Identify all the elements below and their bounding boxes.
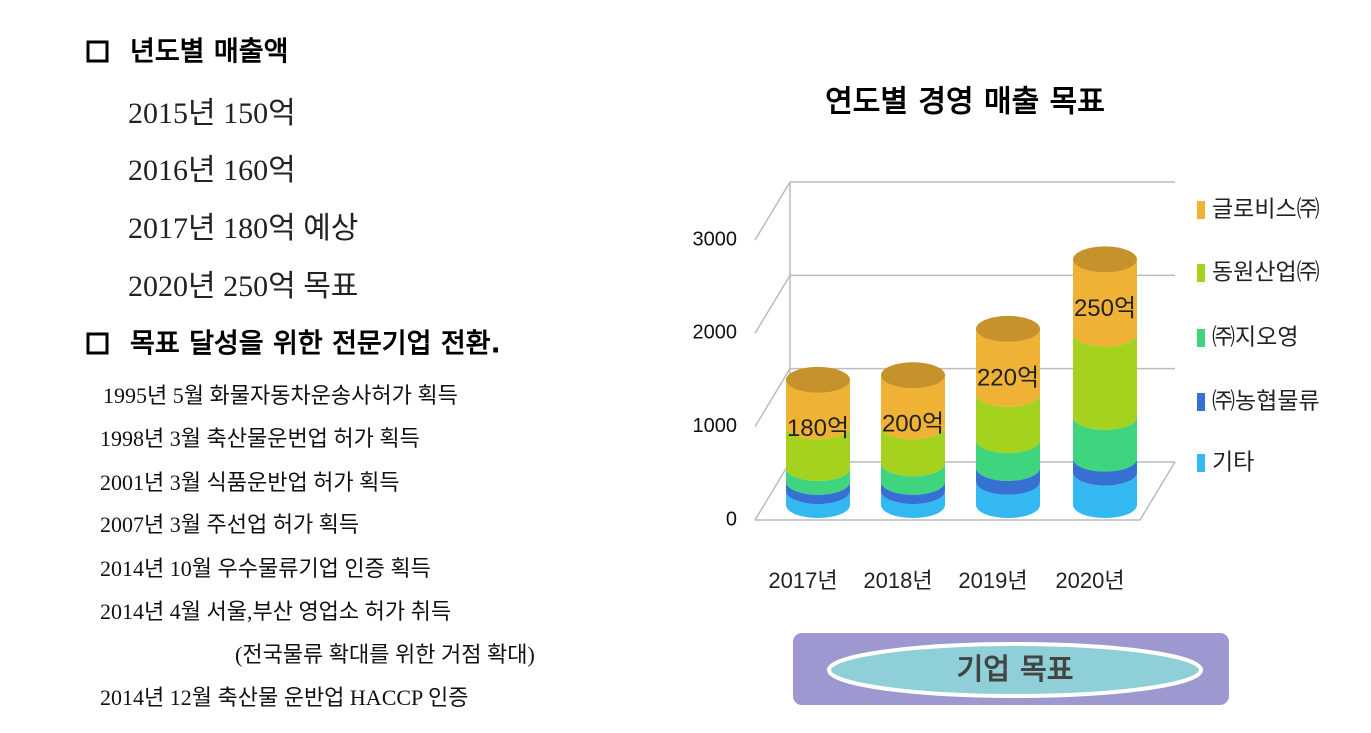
bar-segment	[1073, 259, 1137, 347]
x-tick-label: 2019년	[958, 568, 1027, 593]
checkbox	[86, 40, 109, 63]
bar-segment	[786, 379, 850, 440]
y-tick-label: 2000	[693, 322, 738, 344]
bar-segment	[976, 440, 1040, 481]
bar-top	[881, 362, 945, 389]
bar-segment	[881, 426, 945, 477]
bar-segment	[881, 463, 945, 495]
bar-segment	[976, 328, 1040, 407]
item: 2020년 250억 목표	[128, 270, 358, 303]
bar-top	[786, 366, 850, 393]
y-tick-label: 1000	[693, 415, 738, 437]
chart: 0 1000 2000 3000 180억 2017년 200억 2018년 220억 2019년…	[693, 181, 1320, 593]
annotation: 220억	[977, 364, 1039, 391]
legend-label: ㈜지오영	[1212, 325, 1298, 351]
section-heading: 년도별 매출액	[130, 37, 288, 68]
bar-segment	[786, 467, 850, 495]
bar-segment	[786, 426, 850, 481]
item: 2017년 180억 예상	[128, 212, 358, 245]
bar-segment	[881, 491, 945, 518]
item: 1995년 5월 화물자동차운송사허가 획득	[103, 383, 458, 408]
legend-swatch	[1197, 393, 1205, 411]
bar-segment	[786, 481, 850, 505]
item: 2014년 12월 축산물 운반업 HACCP 인증	[100, 685, 468, 710]
legend-label: 동원산업㈜	[1212, 260, 1320, 286]
legend-swatch	[1197, 329, 1205, 347]
item: 2016년 160억	[128, 154, 296, 187]
chart-title: 연도별 경영 매출 목표	[825, 85, 1105, 120]
y-tick-label: 0	[726, 508, 737, 530]
caption: 기업 목표	[957, 652, 1074, 686]
annotation: 200억	[882, 411, 944, 438]
item: 1998년 3월 축산물운번업 허가 획득	[100, 426, 420, 451]
legend-swatch	[1197, 264, 1205, 282]
item: 2014년 10월 우수물류기업 인증 획득	[100, 556, 431, 581]
x-tick-label: 2018년	[863, 568, 932, 593]
floor	[755, 461, 1176, 521]
caption-pill	[827, 642, 1203, 698]
x-tick-label: 2020년	[1055, 568, 1124, 593]
item: 2014년 4월 서울,부산 영업소 허가 취득	[100, 599, 451, 624]
x-tick-label: 2017년	[768, 568, 837, 593]
legend-label: 기타	[1212, 450, 1254, 476]
y-tick-label: 3000	[693, 228, 738, 250]
bar-segment	[881, 375, 945, 440]
bar-segment	[1073, 416, 1137, 472]
item: 2001년 3월 식품운반업 허가 획득	[100, 470, 400, 495]
bar-top	[976, 315, 1040, 342]
item: 2015년 150억	[128, 97, 296, 130]
item: 2007년 3월 주선업 허가 획득	[100, 512, 359, 537]
bar-segment	[1073, 333, 1137, 430]
legend-label: 글로비스㈜	[1212, 197, 1320, 223]
item: (전국물류 확대를 위한 거점 확대)	[235, 642, 535, 667]
bar-segment	[786, 491, 850, 518]
bar-segment	[1073, 472, 1137, 518]
section-heading: 목표 달성을 위한 전문기업 전환.	[130, 329, 501, 360]
annotation: 180억	[787, 415, 849, 442]
bar-segment	[881, 481, 945, 505]
bar-segment	[976, 467, 1040, 495]
checkbox	[86, 332, 109, 355]
bar-segment	[976, 393, 1040, 454]
annotation: 250억	[1074, 295, 1136, 322]
bar-segment	[976, 481, 1040, 518]
legend-swatch	[1197, 201, 1205, 219]
legend-label: ㈜농협물류	[1212, 389, 1320, 415]
grid-line	[754, 181, 1175, 241]
legend-swatch	[1197, 454, 1205, 472]
bar-top	[1073, 246, 1137, 273]
bar-segment	[1073, 458, 1137, 486]
